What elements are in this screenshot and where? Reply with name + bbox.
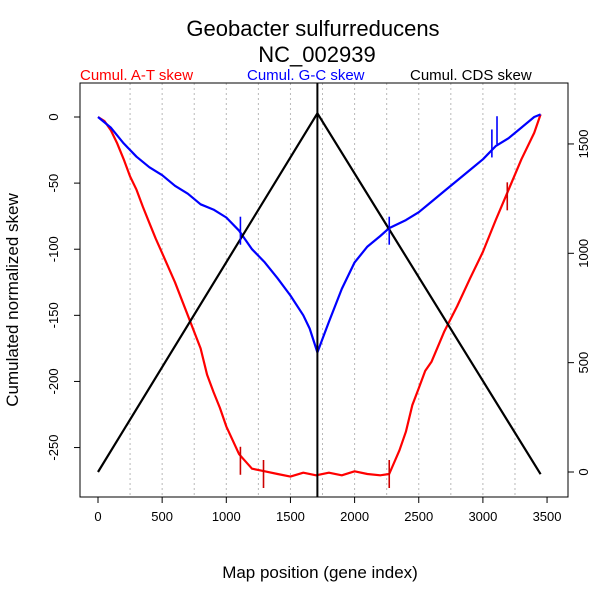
- legend-cds: Cumul. CDS skew: [410, 67, 532, 84]
- y-tick-label: -250: [46, 435, 61, 461]
- legend-at: Cumul. A-T skew: [80, 67, 193, 84]
- x-tick-label: 500: [151, 509, 173, 524]
- series-line-1: [97, 113, 542, 354]
- x-tick-label: 2500: [404, 509, 433, 524]
- y-tick-label: 0: [46, 113, 61, 120]
- y-axis-label: Cumulated normalized skew: [3, 193, 22, 407]
- y2-tick-label: 500: [576, 352, 591, 374]
- chart-title: Geobacter sulfurreducens: [186, 16, 439, 41]
- y2-tick-label: 0: [576, 468, 591, 475]
- markers: [239, 116, 509, 488]
- y2-tick-label: 1500: [576, 129, 591, 158]
- legend-gc: Cumul. G-C skew: [247, 67, 365, 84]
- x-tick-label: 3500: [533, 509, 562, 524]
- x-tick-label: 0: [94, 509, 101, 524]
- x-tick-label: 1000: [212, 509, 241, 524]
- plot-frame: [79, 82, 569, 498]
- y-tick-label: -50: [46, 174, 61, 193]
- grid-lines: [129, 83, 516, 497]
- x-tick-label: 2000: [340, 509, 369, 524]
- x-tick-label: 3000: [468, 509, 497, 524]
- x-axis-label: Map position (gene index): [222, 563, 418, 582]
- y-tick-label: -100: [46, 236, 61, 262]
- series-line-0: [97, 114, 542, 478]
- chart-subtitle: NC_002939: [258, 42, 375, 67]
- y-tick-label: -150: [46, 302, 61, 328]
- x-tick-label: 1500: [276, 509, 305, 524]
- series-lines: [97, 83, 542, 497]
- y-tick-label: -200: [46, 368, 61, 394]
- axes: 0 500 1000 1500 2000 2500 3000 3500 0 -50 -100 -150…: [46, 113, 591, 524]
- y2-tick-label: 1000: [576, 239, 591, 268]
